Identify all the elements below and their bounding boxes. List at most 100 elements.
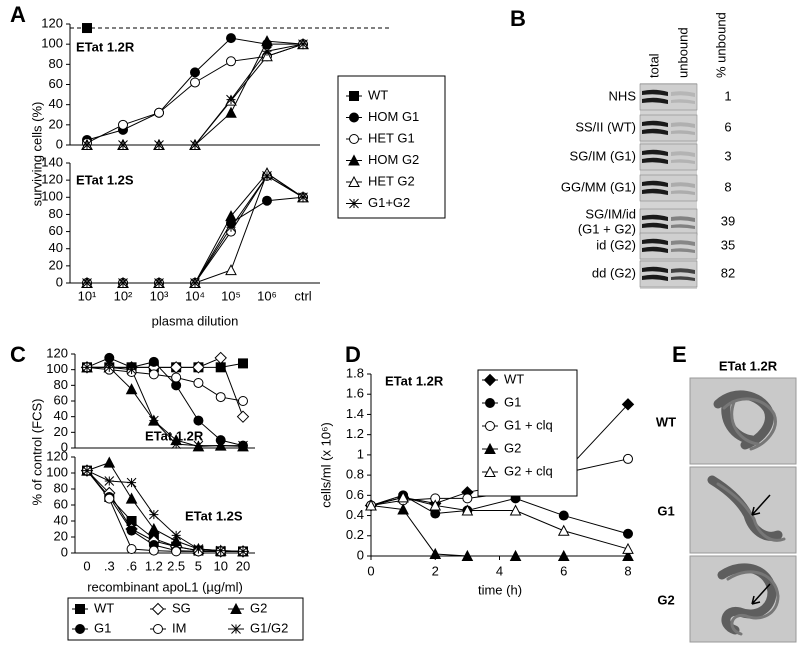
legend-label: HET G2: [368, 173, 415, 188]
band-unbound: [671, 151, 695, 164]
band-total: [642, 180, 668, 195]
band-unbound: [671, 268, 695, 281]
data-point: [148, 522, 160, 534]
data-point: [126, 544, 137, 554]
data-point: [125, 492, 138, 504]
data-point: [190, 140, 200, 150]
x-tick-label: ctrl: [294, 288, 311, 303]
series-line: [370, 504, 628, 557]
micrograph-label: G1: [657, 503, 674, 518]
y-tick-label: 0.4: [346, 507, 364, 522]
legend-label: SG: [172, 600, 191, 615]
x-tick-label: 2: [432, 563, 439, 578]
data-point: [192, 361, 205, 374]
x-tick-label: 8: [624, 563, 631, 578]
legend-label: G1: [504, 394, 521, 409]
data-point: [215, 545, 226, 556]
data-point: [190, 67, 200, 78]
data-point: [82, 278, 92, 288]
data-point: [226, 94, 236, 105]
band-total: [642, 238, 668, 253]
band-total: [642, 120, 668, 135]
data-point: [461, 549, 474, 561]
x-tick-label: 0: [83, 558, 90, 573]
y-tick-label: 0.2: [346, 527, 364, 542]
band-unbound: [671, 216, 695, 229]
data-point: [149, 509, 159, 520]
legend-label: IM: [172, 620, 186, 635]
data-point: [170, 534, 182, 546]
data-point: [154, 278, 164, 288]
x-tick-label: 10⁴: [185, 288, 205, 303]
legend-label: G1/G2: [250, 620, 288, 635]
data-point: [397, 491, 409, 503]
legend-marker: [153, 624, 163, 634]
data-point: [262, 171, 272, 181]
data-point: [261, 35, 273, 47]
row-label: dd (G2): [592, 265, 636, 280]
x-tick-label: 4: [496, 563, 503, 578]
legend-marker: [75, 624, 85, 634]
legend-marker: [231, 624, 241, 634]
legend-label: HOM G2: [368, 152, 419, 167]
data-point: [298, 39, 308, 50]
row-label: GG/MM (G1): [561, 179, 636, 194]
data-point: [82, 23, 92, 34]
blot-strip: [639, 260, 698, 288]
data-point: [262, 195, 272, 206]
y-tick-label: 20: [49, 116, 63, 131]
x-axis-label: plasma dilution: [152, 313, 239, 328]
data-point: [621, 398, 635, 411]
data-point: [214, 351, 227, 365]
y-tick-label: 40: [49, 96, 63, 111]
unbound-value: 8: [724, 179, 731, 194]
row-label: (G1 + G2): [578, 221, 636, 236]
data-point: [154, 107, 164, 118]
data-point: [509, 549, 522, 561]
arrow: [751, 583, 771, 605]
y-tick-label: 0: [357, 547, 364, 562]
chart-title: ETat 1.2R: [385, 373, 444, 388]
panel-label: D: [345, 342, 361, 367]
data-point: [190, 77, 200, 88]
y-tick-label: 80: [49, 56, 63, 71]
y-tick-label: 80: [49, 206, 63, 221]
data-point: [118, 140, 128, 150]
data-point: [193, 415, 204, 426]
x-tick-label: 10¹: [78, 288, 97, 303]
data-point: [125, 383, 138, 395]
y-tick-label: 40: [49, 240, 63, 255]
blot-strip: [639, 208, 698, 236]
panel-label: B: [510, 6, 526, 31]
y-tick-label: 60: [49, 223, 63, 238]
data-point: [193, 544, 204, 554]
column-header: total: [646, 53, 661, 78]
band-unbound: [671, 91, 695, 104]
x-tick-label: 10⁵: [221, 288, 241, 303]
legend-label: G2: [504, 440, 521, 455]
data-point: [238, 440, 248, 451]
legend-marker: [349, 91, 359, 101]
data-point: [82, 362, 92, 373]
data-point: [148, 369, 159, 380]
legend-marker: [151, 602, 165, 616]
unbound-value: 39: [721, 213, 735, 228]
x-tick-label: 6: [560, 563, 567, 578]
chart-title: ETat 1.2R: [76, 39, 135, 54]
micrograph-label: WT: [656, 414, 676, 429]
x-tick-label: 5: [195, 558, 202, 573]
unbound-value: 82: [721, 265, 735, 280]
legend-marker: [349, 112, 359, 123]
data-point: [226, 33, 236, 44]
y-tick-label: 140: [41, 154, 63, 169]
data-point: [509, 504, 522, 516]
legend-marker: [75, 604, 85, 614]
legend-marker: [348, 154, 360, 166]
data-point: [225, 106, 237, 118]
band-total: [642, 149, 668, 164]
chart-title: ETat 1.2R: [145, 428, 204, 443]
data-point: [148, 356, 159, 367]
band-unbound: [671, 122, 695, 135]
data-point: [126, 525, 137, 536]
